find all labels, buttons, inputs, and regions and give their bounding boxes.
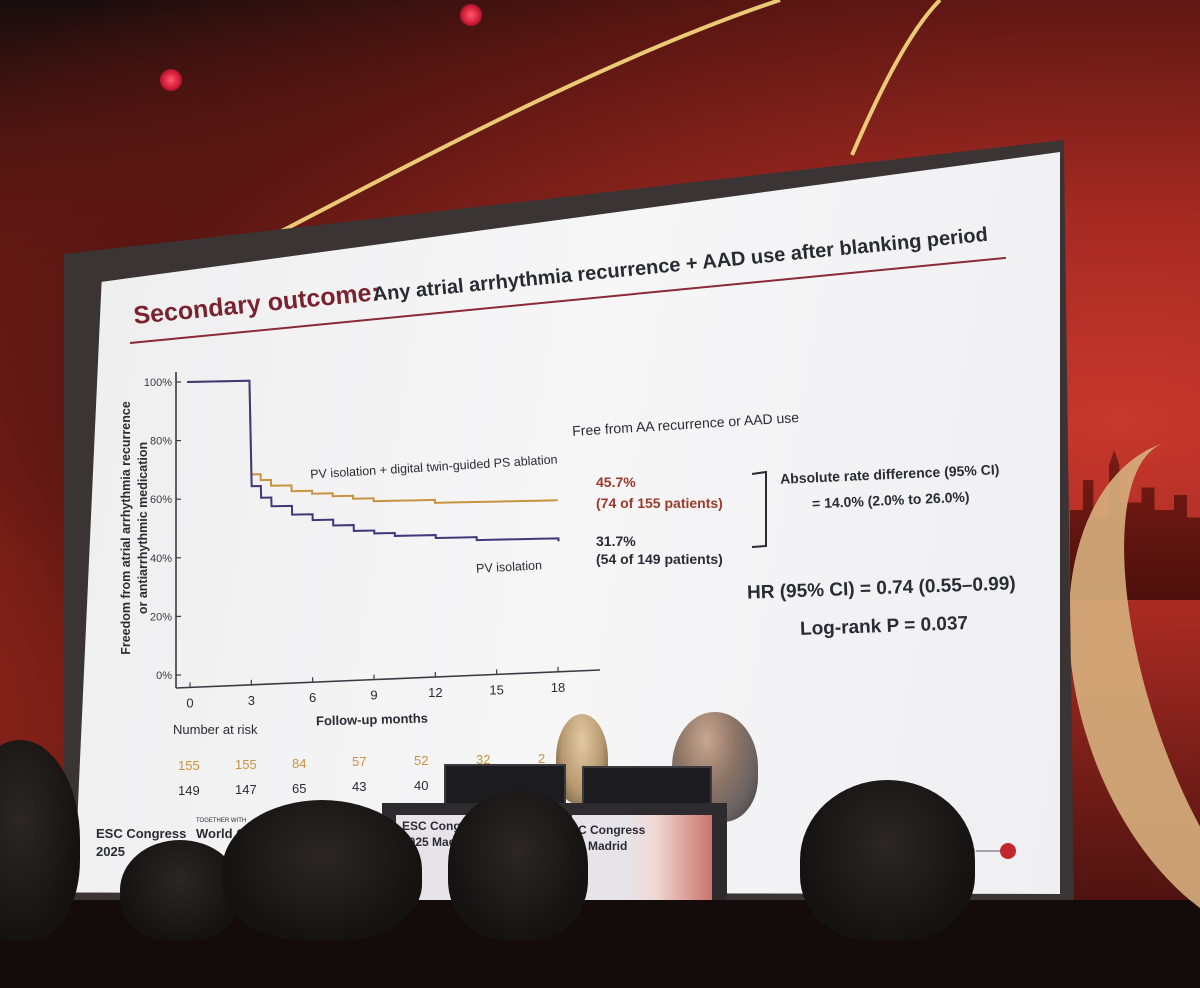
y-tick-label: 40% (150, 553, 172, 565)
x-tick-label: 3 (248, 693, 255, 708)
y-tick-label: 80% (150, 436, 172, 448)
chart-curves (187, 379, 560, 542)
podium-text: C Congress (578, 823, 646, 837)
stage-spotlight (160, 69, 182, 91)
x-tick-label: 6 (309, 690, 316, 705)
esc-congress-footer: ESC Congress (96, 826, 187, 841)
y-tick-label: 0% (156, 670, 172, 682)
x-axis-line (175, 669, 601, 689)
stage-spotlight (460, 4, 482, 26)
chart-ticks: 0% 20% 40% 60% 80% 100% 0 3 6 9 12 15 18 (144, 377, 565, 710)
chart-axes (175, 372, 601, 689)
y-tick-label: 20% (150, 611, 172, 623)
podium-text: 5 Madrid (578, 839, 628, 853)
result-detail-twin: (74 of 155 patients) (596, 495, 723, 511)
risk-table-cell: 147 (235, 781, 257, 797)
world-congress-small: TOGETHER WITH (196, 818, 247, 824)
risk-table-cell: 40 (414, 778, 429, 794)
x-tick-label: 15 (489, 682, 503, 697)
slide-nav-dots (965, 843, 1016, 859)
curve-pv-isolation (187, 379, 560, 542)
risk-table-cell: 155 (178, 758, 200, 773)
risk-table-cell: 43 (352, 779, 367, 795)
podium-screen-right: C Congress 5 Madrid (572, 815, 712, 900)
audience-head (800, 780, 975, 940)
risk-table-cell: 57 (352, 754, 367, 770)
x-tick-label: 18 (551, 680, 565, 695)
result-detail-pv: (54 of 149 patients) (596, 551, 723, 567)
risk-table-cell: 149 (178, 783, 200, 798)
light-beam-left (229, 0, 942, 260)
risk-table-cell: 84 (292, 755, 307, 771)
risk-table-cell: 32 (476, 752, 491, 767)
y-tick-label: 60% (150, 494, 172, 506)
risk-table-cell: 155 (235, 756, 257, 772)
result-percent-pv: 31.7% (596, 533, 636, 549)
x-tick-label: 12 (428, 685, 442, 700)
kaplan-meier-chart: 0% 20% 40% 60% 80% 100% 0 3 6 9 12 15 18 (144, 372, 601, 710)
esc-congress-year: 2025 (96, 844, 125, 859)
y-tick-label: 100% (144, 377, 172, 389)
x-tick-label: 9 (370, 688, 377, 703)
audience-head (448, 790, 588, 940)
audience-head (222, 800, 422, 940)
risk-table-label: Number at risk (173, 722, 258, 737)
x-tick-label: 0 (186, 695, 193, 710)
risk-table-cell: 65 (292, 780, 307, 796)
risk-table-cell: 2 (538, 750, 546, 766)
difference-bracket (751, 470, 767, 548)
risk-table-cell: 52 (414, 753, 429, 769)
curve-digital-twin (187, 379, 558, 504)
result-percent-twin: 45.7% (596, 474, 636, 490)
